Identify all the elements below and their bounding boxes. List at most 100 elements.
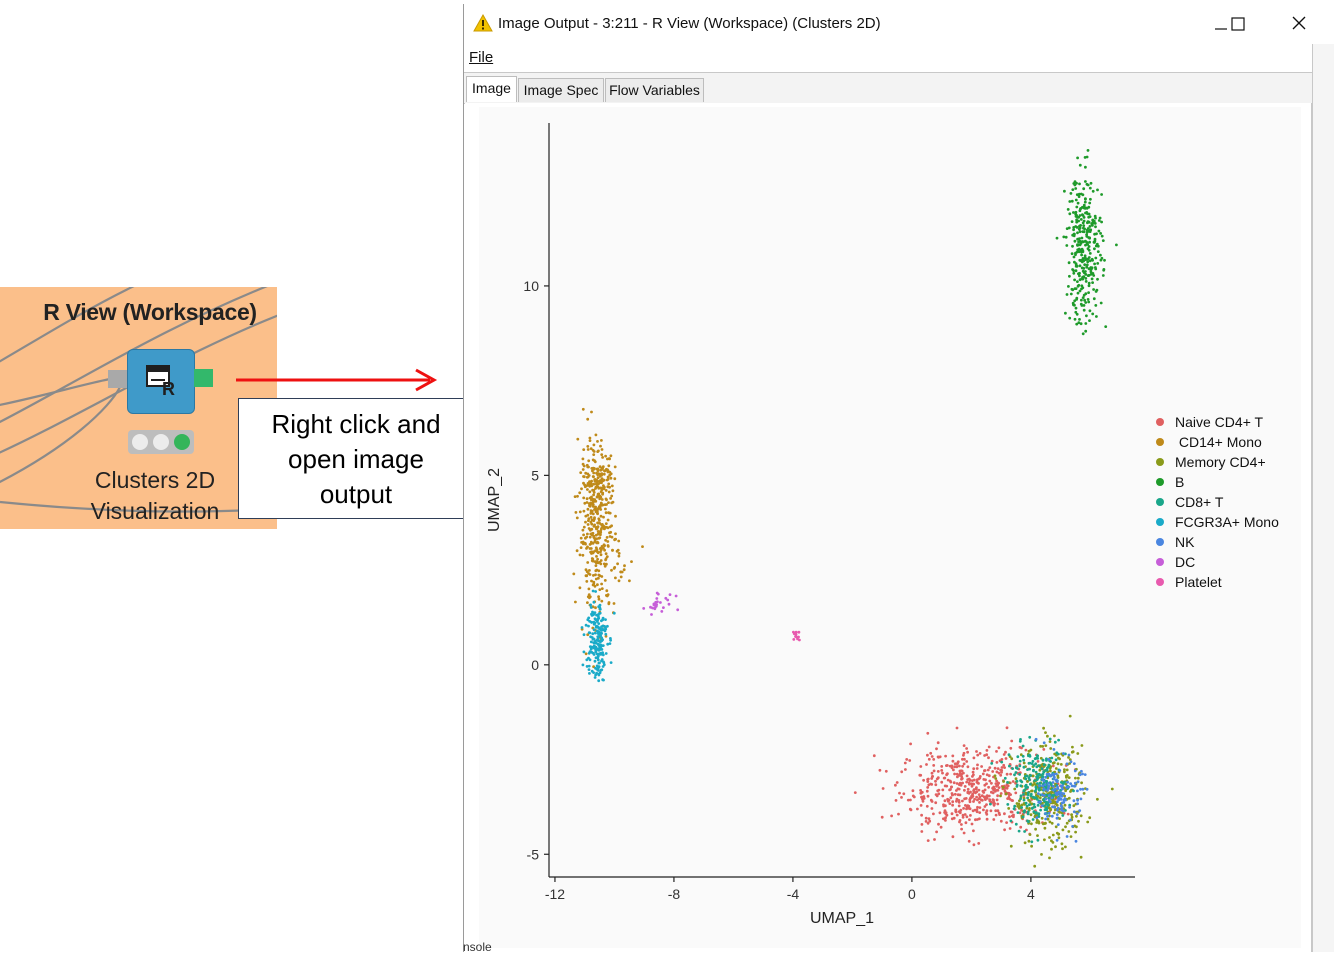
point [965, 805, 969, 809]
point [586, 633, 590, 637]
point [983, 754, 986, 757]
point [585, 501, 589, 504]
r-view-icon[interactable]: R [127, 349, 195, 414]
point [971, 770, 975, 774]
point [589, 482, 593, 486]
point [1057, 756, 1060, 760]
point [1080, 236, 1084, 240]
point [1024, 784, 1027, 788]
tab-image-spec[interactable]: Image Spec [518, 78, 604, 102]
point [1019, 825, 1023, 829]
point [961, 799, 964, 803]
point [1082, 224, 1086, 227]
point [1050, 796, 1054, 800]
legend-label: CD14+ Mono [1175, 434, 1262, 450]
point [662, 606, 665, 609]
minimize-button[interactable] [1201, 9, 1241, 39]
close-button[interactable] [1279, 9, 1319, 39]
point [930, 783, 934, 786]
point [1002, 763, 1006, 767]
point [594, 656, 598, 660]
point [1077, 321, 1081, 325]
point [1072, 789, 1075, 793]
point [878, 768, 882, 772]
point [586, 507, 590, 511]
point [1072, 762, 1076, 765]
point [987, 745, 991, 749]
point [597, 652, 601, 656]
point [981, 772, 985, 776]
point [606, 485, 610, 489]
point [960, 827, 963, 831]
point [1078, 230, 1082, 234]
point [591, 610, 594, 614]
point [1054, 825, 1058, 829]
point [977, 777, 981, 781]
point [963, 757, 966, 761]
point [1071, 301, 1075, 305]
menu-file[interactable]: File [469, 49, 494, 66]
point [1067, 756, 1070, 759]
node-input-port[interactable] [108, 370, 127, 388]
point [1092, 297, 1096, 301]
point [590, 579, 593, 583]
point [1079, 855, 1083, 859]
point [1088, 319, 1091, 322]
tab-image[interactable]: Image [466, 76, 517, 102]
point [1087, 212, 1091, 216]
tab-flow-variables[interactable]: Flow Variables [605, 78, 704, 102]
point [1073, 769, 1077, 773]
point [1034, 737, 1038, 741]
maximize-button[interactable] [1218, 9, 1258, 39]
point [909, 742, 912, 746]
point [941, 788, 945, 792]
point [951, 754, 955, 758]
point [973, 808, 977, 812]
point [1082, 230, 1086, 234]
point [1057, 797, 1061, 800]
legend-label: B [1175, 474, 1184, 490]
point [1034, 814, 1037, 818]
node-status-lights [128, 430, 194, 454]
point [593, 676, 597, 679]
point [1058, 769, 1062, 772]
point [602, 515, 605, 519]
point [1065, 293, 1069, 296]
title-bar[interactable]: Image Output - 3:211 - R View (Workspace… [464, 4, 1334, 44]
point [1086, 298, 1090, 301]
node-label-line2: Visualization [90, 498, 220, 524]
point [1055, 803, 1059, 807]
point [853, 791, 857, 794]
point [984, 778, 987, 782]
point [676, 608, 680, 612]
node-output-port[interactable] [194, 369, 213, 387]
point [582, 481, 585, 485]
point [1086, 243, 1089, 246]
status-light-green [174, 434, 190, 450]
point [977, 793, 981, 796]
legend-marker [1156, 438, 1164, 446]
point [921, 799, 925, 803]
legend-label: Platelet [1175, 574, 1222, 590]
point [597, 494, 601, 498]
point [592, 453, 596, 456]
point [911, 794, 915, 798]
point [576, 437, 580, 441]
legend-label: Naive CD4+ T [1175, 414, 1264, 430]
point [962, 753, 965, 757]
point [968, 818, 971, 821]
node-title: R View (Workspace) [43, 299, 257, 325]
point [1043, 838, 1046, 842]
point [1027, 776, 1031, 780]
point [592, 574, 595, 577]
point [594, 533, 598, 537]
point [926, 821, 930, 825]
point [890, 814, 893, 818]
point [1066, 780, 1069, 784]
point [1023, 775, 1027, 778]
point [1092, 288, 1095, 291]
point [602, 562, 606, 566]
point [1030, 807, 1034, 810]
point [969, 814, 972, 817]
points-layer [572, 149, 1118, 868]
